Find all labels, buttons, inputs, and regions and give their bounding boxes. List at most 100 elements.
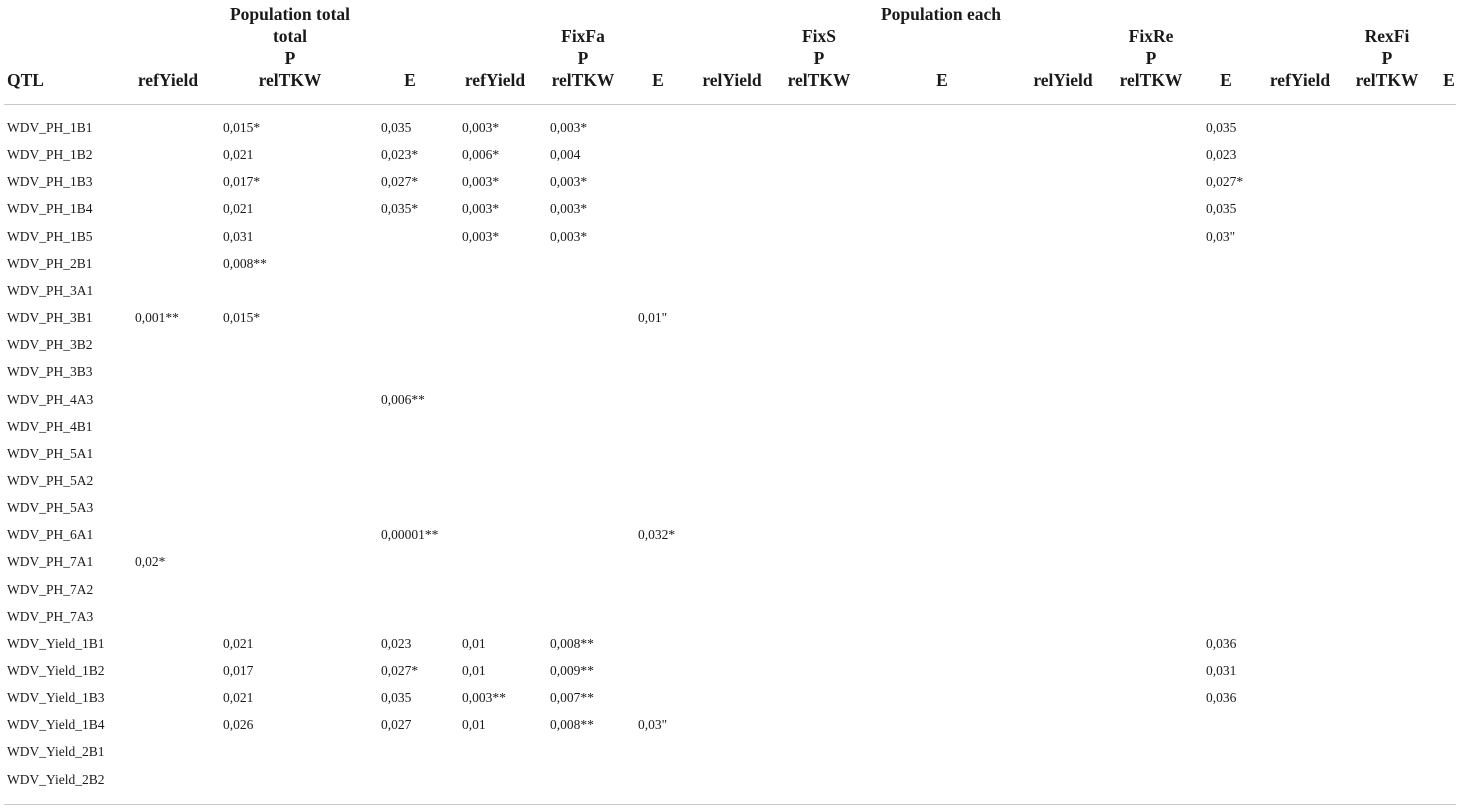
qtl-name-cell: WDV_PH_1B5: [7, 228, 93, 244]
p-value-cell: 0,023*: [381, 147, 419, 163]
column-header-qtl: QTL: [7, 70, 44, 90]
p-value-cell: 0,01: [462, 635, 486, 651]
p-value-cell: 0,003*: [462, 201, 500, 217]
p-value-cell: 0,021: [223, 147, 254, 163]
qtl-name-cell: WDV_PH_6A1: [7, 527, 94, 543]
table-bottom-rule: [4, 804, 1456, 805]
header-p-rexfi: P: [1381, 48, 1393, 68]
p-value-cell: 0,003*: [550, 201, 588, 217]
p-value-cell: 0,001**: [135, 310, 179, 325]
p-value-cell: 0,027*: [1206, 174, 1244, 190]
p-value-cell: 0,017*: [223, 174, 261, 190]
qtl-name-cell: WDV_PH_5A1: [7, 445, 94, 461]
header-p-fixre: P: [1145, 48, 1157, 68]
qtl-name-cell: WDV_PH_7A1: [7, 554, 94, 570]
header-divider: [4, 104, 1456, 105]
header-population-total: Population total: [229, 4, 351, 24]
p-value-cell: 0,007**: [550, 690, 594, 706]
qtl-name-cell: WDV_Yield_1B2: [7, 663, 105, 678]
qtl-name-cell: WDV_PH_7A2: [7, 581, 94, 597]
p-value-cell: 0,027*: [381, 663, 419, 678]
p-value-cell: 0,003*: [462, 120, 500, 135]
p-value-cell: 0,021: [223, 201, 254, 217]
p-value-cell: 0,008**: [550, 635, 594, 651]
p-value-cell: 0,021: [223, 690, 254, 706]
p-value-cell: 0,01": [638, 310, 668, 325]
p-value-cell: 0,023: [381, 635, 412, 651]
column-header-e: E: [1220, 70, 1232, 90]
p-value-cell: 0,003*: [550, 228, 588, 244]
qtl-name-cell: WDV_PH_4B1: [7, 418, 93, 434]
qtl-name-cell: WDV_PH_3B1: [7, 310, 93, 325]
p-value-cell: 0,015*: [223, 120, 261, 135]
p-value-cell: 0,004: [550, 147, 581, 163]
qtl-name-cell: WDV_PH_2B1: [7, 255, 93, 271]
p-value-cell: 0,026: [223, 717, 254, 733]
p-value-cell: 0,035: [1206, 201, 1237, 217]
column-header-refyield: refYield: [464, 70, 526, 90]
qtl-name-cell: WDV_PH_3A1: [7, 282, 94, 298]
p-value-cell: 0,01: [462, 663, 486, 678]
header-p-total: P: [284, 48, 296, 68]
p-value-cell: 0,021: [223, 635, 254, 651]
p-value-cell: 0,003**: [462, 690, 506, 706]
p-value-cell: 0,008**: [223, 255, 267, 271]
p-value-cell: 0,01: [462, 717, 486, 733]
p-value-cell: 0,035: [381, 690, 412, 706]
p-value-cell: 0,008**: [550, 717, 594, 733]
column-header-relyield: relYield: [1033, 70, 1093, 90]
p-value-cell: 0,027*: [381, 174, 419, 190]
p-value-cell: 0,036: [1206, 690, 1237, 706]
column-header-relyield: relYield: [702, 70, 762, 90]
column-header-reltkw: relTKW: [551, 70, 615, 90]
p-value-cell: 0,027: [381, 717, 412, 733]
qtl-name-cell: WDV_PH_1B3: [7, 174, 93, 190]
qtl-name-cell: WDV_PH_3B3: [7, 364, 93, 380]
p-value-cell: 0,02*: [135, 554, 166, 570]
column-header-e: E: [404, 70, 416, 90]
p-value-cell: 0,009**: [550, 663, 594, 678]
p-value-cell: 0,003*: [550, 174, 588, 190]
p-value-cell: 0,017: [223, 663, 254, 678]
p-value-cell: 0,031: [1206, 663, 1237, 678]
p-value-cell: 0,031: [223, 228, 254, 244]
header-fixre: FixRe: [1128, 26, 1174, 46]
column-header-reltkw: relTKW: [1355, 70, 1419, 90]
p-value-cell: 0,035: [381, 120, 412, 135]
header-fixs: FixS: [801, 26, 837, 46]
qtl-name-cell: WDV_PH_1B1: [7, 120, 93, 135]
p-value-cell: 0,035: [1206, 120, 1237, 135]
qtl-name-cell: WDV_Yield_2B1: [7, 744, 105, 760]
header-p-fixfa: P: [577, 48, 589, 68]
qtl-name-cell: WDV_PH_5A2: [7, 472, 94, 488]
p-value-cell: 0,00001**: [381, 527, 439, 543]
p-value-cell: 0,006*: [462, 147, 500, 163]
qtl-name-cell: WDV_Yield_1B3: [7, 690, 105, 706]
qtl-name-cell: WDV_PH_5A3: [7, 500, 94, 516]
qtl-name-cell: WDV_Yield_1B4: [7, 717, 105, 733]
p-value-cell: 0,032*: [638, 527, 676, 543]
column-header-e: E: [936, 70, 948, 90]
header-p-fixs: P: [813, 48, 825, 68]
p-value-cell: 0,036: [1206, 635, 1237, 651]
p-value-cell: 0,035*: [381, 201, 419, 217]
header-rexfi: RexFi: [1364, 26, 1410, 46]
column-header-e: E: [652, 70, 664, 90]
column-header-refyield: refYield: [137, 70, 199, 90]
header-total: total: [272, 26, 308, 46]
qtl-name-cell: WDV_Yield_2B2: [7, 771, 105, 787]
qtl-name-cell: WDV_PH_1B2: [7, 147, 93, 163]
p-value-cell: 0,03": [1206, 228, 1236, 244]
p-value-cell: 0,006**: [381, 391, 425, 407]
p-value-cell: 0,003*: [462, 174, 500, 190]
qtl-name-cell: WDV_PH_7A3: [7, 608, 94, 624]
column-header-refyield: refYield: [1269, 70, 1331, 90]
qtl-name-cell: WDV_Yield_1B1: [7, 635, 105, 651]
p-value-cell: 0,003*: [550, 120, 588, 135]
p-value-cell: 0,015*: [223, 310, 261, 325]
p-value-cell: 0,023: [1206, 147, 1237, 163]
qtl-name-cell: WDV_PH_1B4: [7, 201, 93, 217]
qtl-name-cell: WDV_PH_4A3: [7, 391, 94, 407]
column-header-reltkw: relTKW: [258, 70, 322, 90]
column-header-reltkw: relTKW: [787, 70, 851, 90]
